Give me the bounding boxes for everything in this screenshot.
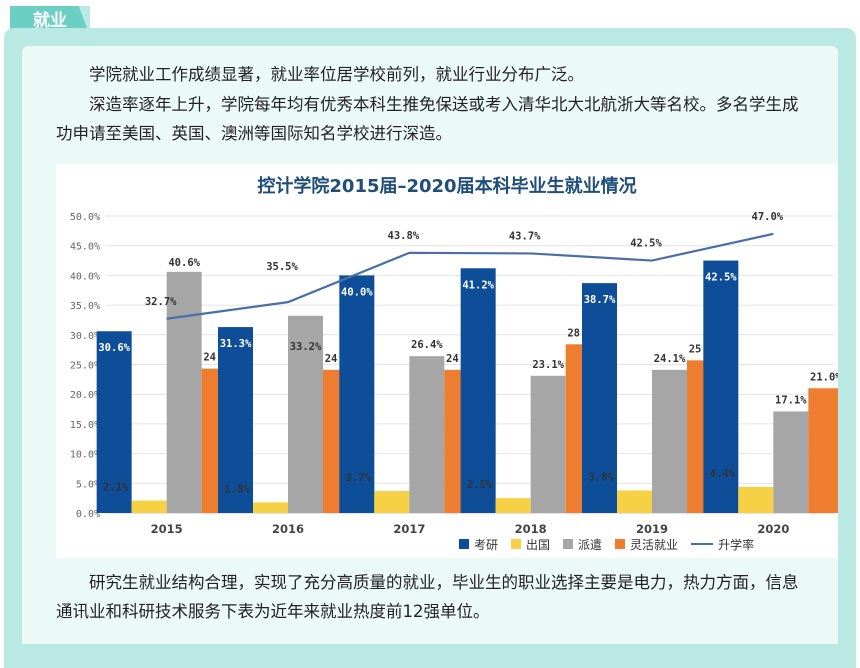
bar (808, 388, 838, 513)
legend-item: 考研 (459, 536, 498, 553)
bar (288, 315, 323, 513)
legend-label: 升学率 (718, 537, 755, 552)
line-data-label: 43.7% (509, 230, 541, 242)
bar-data-label: 40.6% (168, 257, 200, 269)
bar-data-label: 4.4% (710, 468, 736, 480)
bar-data-label: 3.7% (346, 472, 372, 484)
content-panel: 学院就业工作成绩显著，就业率位居学校前列，就业行业分布广泛。 深造率逐年上升，学… (22, 46, 838, 644)
paragraph-employment-summary: 学院就业工作成绩显著，就业率位居学校前列，就业行业分布广泛。 (89, 65, 584, 84)
employment-chart: 控计学院2015届–2020届本科毕业生就业情况 0.0% 5.0% 10.0% 15.… (56, 164, 838, 558)
bar-data-label: 17.1% (775, 394, 807, 406)
x-tick-label: 2017 (393, 522, 425, 536)
legend-item: 升学率 (691, 536, 754, 553)
chart-title: 控计学院2015届–2020届本科毕业生就业情况 (257, 175, 636, 197)
bar (617, 490, 652, 513)
bar-data-label: 2.5% (467, 479, 493, 491)
line-data-label: 32.7% (145, 296, 177, 308)
bar (218, 327, 253, 513)
legend-label: 灵活就业 (630, 537, 679, 552)
y-tick-label: 15.0% (70, 420, 100, 431)
bar-data-label: 24.1% (654, 353, 686, 365)
chart-svg: 控计学院2015届–2020届本科毕业生就业情况 0.0% 5.0% 10.0% 15.… (70, 175, 838, 536)
bar (96, 331, 132, 513)
bar-data-label: 21.0% (810, 371, 838, 383)
bar-data-label: 26.4% (411, 339, 443, 351)
paragraph-further-study: 深造率逐年上升，学院每年均有优秀本科生推免保送或考入清华北大北航浙大等名校。多名… (56, 95, 799, 143)
y-tick-label: 40.0% (70, 271, 100, 282)
bar-data-label: 31.3% (220, 338, 252, 350)
bar-data-label: 23.1% (532, 359, 564, 371)
legend-item: 派遣 (563, 536, 602, 553)
legend-swatch (691, 543, 714, 545)
bar (530, 375, 566, 513)
x-tick-label: 2020 (757, 522, 789, 536)
y-tick-label: 35.0% (70, 301, 100, 312)
legend-item: 灵活就业 (615, 536, 678, 553)
bar-data-label: 1.8% (224, 483, 250, 495)
bar (131, 500, 167, 513)
legend-swatch (511, 539, 522, 549)
y-tick-label: 30.0% (70, 331, 100, 342)
y-tick-label: 20.0% (70, 390, 100, 401)
legend-label: 派遣 (578, 537, 603, 552)
bar (582, 283, 617, 513)
bar-data-label: 30.6% (98, 342, 130, 354)
chart-legend: 考研 出国 派遣 灵活就业 升学率 (459, 534, 767, 554)
legend-swatch (459, 539, 469, 549)
y-tick-label: 5.0% (76, 479, 100, 490)
line-data-label: 42.5% (630, 238, 662, 250)
x-tick-label: 2018 (515, 522, 547, 536)
paragraph-graduate-employment: 研究生就业结构合理，实现了充分高质量的就业，毕业生的职业选择主要是电力，热力方面… (56, 573, 799, 621)
legend-swatch (563, 539, 574, 549)
bar (652, 369, 687, 513)
line-data-label: 43.8% (388, 230, 420, 242)
x-tick-label: 2015 (151, 522, 183, 536)
y-tick-label: 10.0% (70, 450, 100, 461)
legend-swatch (615, 539, 626, 549)
bar-data-label: 3.8% (588, 471, 614, 483)
y-tick-label: 25.0% (70, 361, 100, 372)
bar-data-label: 40.0% (341, 286, 373, 298)
x-tick-label: 2019 (636, 522, 668, 536)
legend-label: 考研 (474, 537, 499, 552)
y-tick-label: 50.0% (70, 212, 100, 223)
bar-data-label: 38.7% (584, 294, 616, 306)
bar-data-label: 42.5% (705, 272, 737, 284)
bar (773, 411, 809, 513)
legend-label: 出国 (526, 537, 551, 552)
bar (253, 502, 288, 513)
bar (738, 486, 774, 513)
x-tick-label: 2016 (272, 522, 304, 536)
bar (703, 260, 739, 513)
line-data-label: 47.0% (752, 211, 784, 223)
bar (339, 275, 375, 513)
y-tick-label: 45.0% (70, 242, 100, 253)
y-tick-label: 0.0% (76, 509, 100, 520)
bar (374, 491, 410, 513)
bar-data-label: 2.1% (103, 482, 129, 494)
bar-data-label: 41.2% (462, 279, 494, 291)
line-data-label: 35.5% (266, 261, 298, 273)
bar (166, 271, 202, 513)
legend-item: 出国 (511, 536, 550, 553)
bar (460, 268, 496, 513)
bar (495, 498, 531, 513)
line-series-rate (166, 232, 774, 320)
bar-data-label: 33.2% (290, 341, 322, 353)
bar (409, 356, 445, 513)
